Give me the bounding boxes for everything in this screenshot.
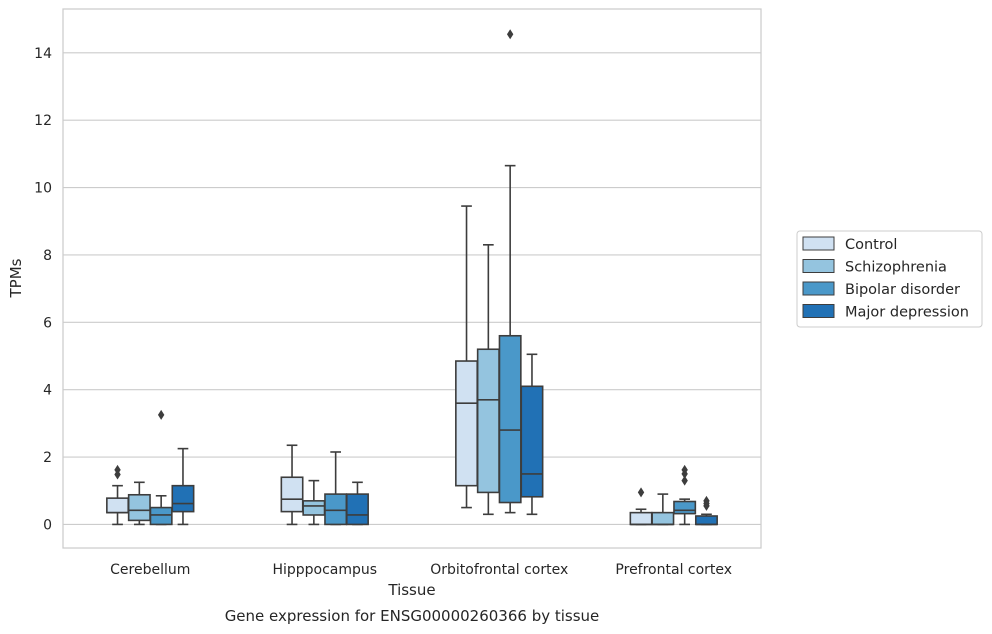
- y-tick-labels: 0 2 4 6 8 10 12 14: [34, 46, 52, 534]
- box-iqr: [149, 506, 173, 526]
- box-control: [629, 487, 653, 526]
- outlier-point: [637, 487, 645, 498]
- legend-entry: Bipolar disorder: [845, 282, 960, 298]
- box-iqr: [324, 493, 348, 526]
- box-iqr: [127, 493, 151, 522]
- y-tick-label: 6: [43, 315, 52, 331]
- grid-lines: [63, 52, 761, 525]
- y-tick-label: 8: [43, 248, 52, 264]
- legend-entry: Control: [845, 237, 897, 253]
- y-tick-label: 10: [34, 181, 52, 197]
- box-iqr: [280, 476, 304, 513]
- box-bipolar-disorder: [149, 409, 173, 526]
- x-axis-label: Tissue: [387, 581, 435, 599]
- box-iqr: [302, 500, 326, 516]
- chart-caption: Gene expression for ENSG00000260366 by t…: [225, 607, 600, 625]
- box-schizophrenia: [302, 479, 326, 526]
- boxes: [106, 29, 718, 526]
- legend-swatch: [802, 236, 835, 251]
- box-major-depression: [694, 495, 718, 526]
- box-control: [455, 205, 479, 509]
- plot-frame: [62, 8, 762, 549]
- box-control: [280, 444, 304, 526]
- x-tick-label: Orbitofrontal cortex: [430, 562, 568, 578]
- box-iqr: [476, 348, 500, 494]
- box-iqr: [498, 334, 522, 504]
- box-major-depression: [345, 481, 369, 526]
- box-iqr: [673, 500, 697, 515]
- outlier-point: [681, 475, 688, 486]
- box-bipolar-disorder: [324, 451, 348, 526]
- outlier-point: [157, 409, 165, 420]
- box-major-depression: [171, 447, 195, 526]
- legend-swatch: [802, 259, 835, 273]
- box-iqr: [651, 511, 675, 526]
- box-iqr: [694, 515, 718, 526]
- box-iqr: [629, 511, 653, 526]
- box-iqr: [345, 493, 369, 526]
- y-tick-label: 14: [34, 46, 52, 62]
- outlier-point: [681, 464, 688, 475]
- legend: Control Schizophrenia Bipolar disorder Majo…: [796, 230, 983, 328]
- box-schizophrenia: [651, 493, 675, 526]
- legend-swatch: [802, 304, 835, 318]
- box-schizophrenia: [476, 244, 500, 516]
- box-major-depression: [520, 353, 544, 516]
- box-iqr: [520, 385, 544, 498]
- x-tick-labels: Cerebellum Hipppocampus Orbitofrontal cort…: [110, 562, 732, 578]
- outlier-point: [703, 495, 710, 506]
- box-bipolar-disorder: [498, 29, 522, 514]
- y-axis-label: TPMs: [7, 258, 25, 298]
- x-tick-label: Hipppocampus: [272, 562, 377, 578]
- y-tick-label: 4: [43, 383, 52, 399]
- y-tick-label: 12: [34, 113, 52, 129]
- legend-swatch: [802, 281, 835, 296]
- outlier-point: [506, 29, 514, 40]
- box-iqr: [455, 360, 479, 487]
- x-tick-label: Cerebellum: [110, 562, 190, 578]
- box-iqr: [106, 497, 130, 514]
- x-tick-label: Prefrontal cortex: [615, 562, 732, 578]
- box-control: [106, 464, 130, 526]
- box-bipolar-disorder: [673, 464, 697, 526]
- legend-frame: [796, 230, 983, 328]
- outlier-point: [114, 464, 121, 475]
- box-iqr: [171, 484, 195, 513]
- box-schizophrenia: [127, 481, 151, 526]
- legend-entry: Major depression: [845, 305, 969, 321]
- legend-entry: Schizophrenia: [845, 260, 947, 276]
- y-tick-label: 0: [43, 517, 52, 533]
- y-tick-label: 2: [43, 450, 52, 466]
